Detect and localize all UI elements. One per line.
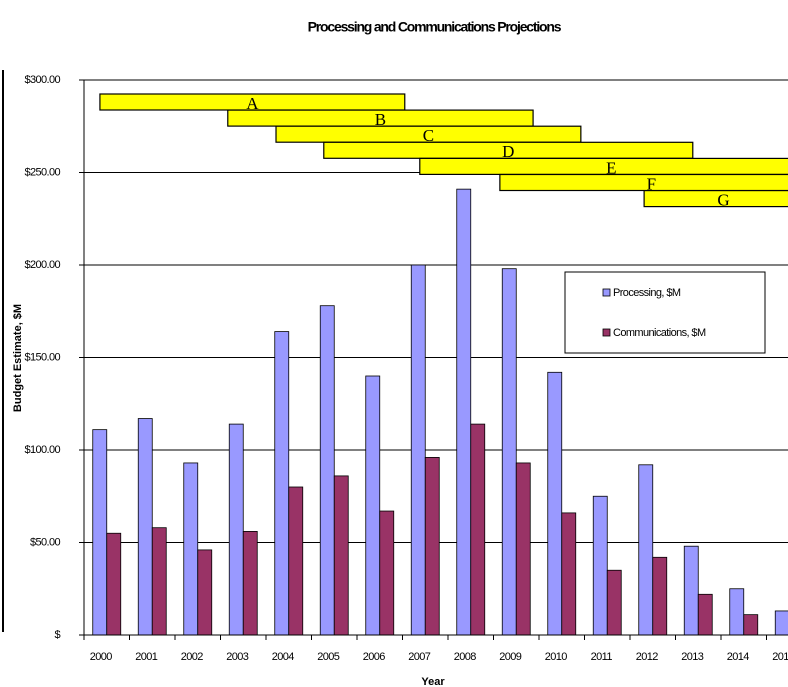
legend-box <box>564 271 766 354</box>
y-tick-label: $150.00 <box>24 351 60 363</box>
x-tick-label: 2006 <box>363 651 386 663</box>
bar <box>333 475 349 636</box>
bar <box>242 531 258 636</box>
y-tick-label: $ <box>54 629 60 641</box>
bar <box>774 610 788 636</box>
bar <box>683 545 699 636</box>
legend-label: Processing, $M <box>613 287 681 299</box>
legend: Processing, $M Communications, $M <box>564 271 766 354</box>
period-bar <box>419 157 788 175</box>
bar <box>197 549 213 636</box>
bar <box>743 614 759 636</box>
x-tick-label: 2011 <box>591 651 613 663</box>
bar <box>365 375 381 636</box>
legend-label: Communications, $M <box>613 327 706 339</box>
legend-swatch <box>602 288 611 297</box>
x-tick-label: 2012 <box>636 651 659 663</box>
gantt-label: B <box>375 110 386 129</box>
chart-title: Processing and Communications Projection… <box>308 19 562 35</box>
x-tick-label: 2010 <box>545 651 568 663</box>
bar <box>606 569 622 636</box>
bar <box>151 527 167 636</box>
x-tick-label: 2005 <box>317 651 340 663</box>
gantt-label: E <box>606 158 616 177</box>
x-tick-label: 2014 <box>727 651 750 663</box>
x-tick-label: 2002 <box>181 651 204 663</box>
bar <box>137 418 153 636</box>
gantt-label: C <box>423 126 434 145</box>
y-tick-label: $50.00 <box>30 536 61 548</box>
x-tick-label: 2008 <box>454 651 477 663</box>
bar <box>106 532 122 636</box>
bar <box>652 556 668 636</box>
y-tick-label: $100.00 <box>24 444 60 456</box>
bar <box>319 305 335 636</box>
x-tick-label: 2009 <box>499 651 522 663</box>
period-bar <box>643 190 788 208</box>
bar <box>92 429 108 636</box>
bar <box>379 510 395 636</box>
gantt-label: D <box>502 142 514 161</box>
x-tick-label: 2003 <box>226 651 249 663</box>
period-bar <box>499 173 788 192</box>
x-tick-label: 2001 <box>135 651 158 663</box>
bar <box>424 456 440 636</box>
gantt-label: G <box>717 191 729 210</box>
gantt-label: F <box>647 174 656 193</box>
bar <box>547 371 563 636</box>
y-axis-title: Budget Estimate, $M <box>12 304 24 412</box>
x-axis-title: Year <box>421 676 445 687</box>
bar <box>228 423 244 636</box>
bar <box>592 495 608 636</box>
x-tick-label: 2000 <box>90 651 113 663</box>
bar <box>697 593 713 636</box>
bar <box>729 588 745 636</box>
bar <box>183 462 199 636</box>
bar <box>288 486 304 636</box>
x-tick-label: 2013 <box>681 651 704 663</box>
bar <box>515 462 531 636</box>
x-tick-label: 2004 <box>272 651 295 663</box>
bar <box>561 512 577 636</box>
x-tick-label: 2007 <box>408 651 431 663</box>
y-tick-label: $200.00 <box>24 259 60 271</box>
bar <box>456 188 472 636</box>
bar <box>274 331 290 636</box>
x-tick-label: 2015 <box>772 651 788 663</box>
bar <box>638 464 654 636</box>
legend-swatch <box>602 328 611 337</box>
bar <box>501 268 517 636</box>
bar <box>470 423 486 636</box>
gantt-label: A <box>246 94 259 113</box>
y-tick-label: $300.00 <box>24 74 60 86</box>
y-tick-label: $250.00 <box>24 166 60 178</box>
bar <box>410 264 426 636</box>
